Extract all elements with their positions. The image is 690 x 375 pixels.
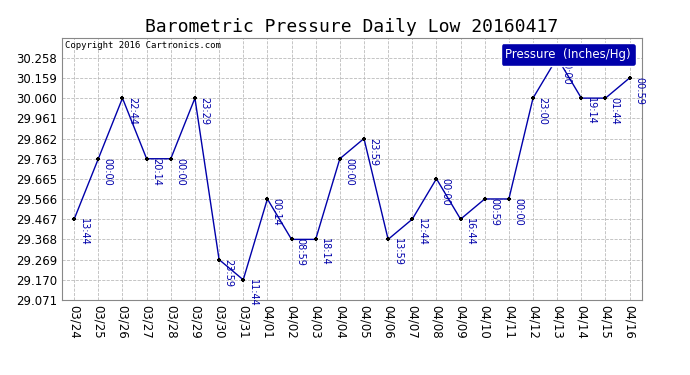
- Text: 01:44: 01:44: [610, 97, 620, 125]
- Text: 08:59: 08:59: [296, 238, 306, 266]
- Point: [431, 176, 442, 182]
- Text: 00:00: 00:00: [441, 178, 451, 206]
- Point: [310, 236, 322, 242]
- Point: [527, 95, 538, 101]
- Point: [575, 95, 586, 101]
- Text: 00:00: 00:00: [344, 158, 354, 186]
- Point: [189, 95, 201, 101]
- Text: 23:59: 23:59: [368, 138, 378, 165]
- Point: [69, 216, 79, 222]
- Text: 12:44: 12:44: [417, 218, 426, 246]
- Text: 16:44: 16:44: [465, 218, 475, 246]
- Point: [600, 95, 611, 101]
- Point: [214, 256, 225, 262]
- Text: 00:00: 00:00: [103, 158, 112, 186]
- Text: 20:14: 20:14: [151, 158, 161, 186]
- Text: 11:44: 11:44: [248, 279, 257, 306]
- Text: 19:14: 19:14: [586, 97, 595, 125]
- Text: 23:29: 23:29: [199, 97, 209, 125]
- Point: [117, 95, 128, 101]
- Point: [624, 75, 635, 81]
- Text: 23:59: 23:59: [224, 259, 233, 286]
- Text: 00:00: 00:00: [562, 57, 571, 84]
- Point: [479, 196, 490, 202]
- Point: [455, 216, 466, 222]
- Text: 00:00: 00:00: [175, 158, 185, 186]
- Point: [92, 156, 104, 162]
- Text: 22:44: 22:44: [127, 97, 137, 125]
- Point: [286, 236, 297, 242]
- Text: 00:14: 00:14: [272, 198, 282, 226]
- Point: [141, 156, 152, 162]
- Point: [359, 135, 370, 141]
- Text: 13:59: 13:59: [393, 238, 402, 266]
- Text: 13:44: 13:44: [79, 218, 88, 246]
- Point: [237, 277, 248, 283]
- Text: 00:59: 00:59: [634, 77, 644, 105]
- Text: 00:00: 00:00: [513, 198, 523, 226]
- Text: 18:14: 18:14: [320, 238, 330, 266]
- Text: Copyright 2016 Cartronics.com: Copyright 2016 Cartronics.com: [65, 42, 221, 51]
- Point: [334, 156, 345, 162]
- Point: [382, 236, 393, 242]
- Point: [552, 55, 563, 61]
- Point: [262, 196, 273, 202]
- Legend: Pressure  (Inches/Hg): Pressure (Inches/Hg): [501, 44, 635, 66]
- Text: 23:00: 23:00: [538, 97, 547, 125]
- Point: [504, 196, 515, 202]
- Point: [165, 156, 176, 162]
- Text: 00:59: 00:59: [489, 198, 499, 226]
- Title: Barometric Pressure Daily Low 20160417: Barometric Pressure Daily Low 20160417: [146, 18, 558, 36]
- Point: [406, 216, 417, 222]
